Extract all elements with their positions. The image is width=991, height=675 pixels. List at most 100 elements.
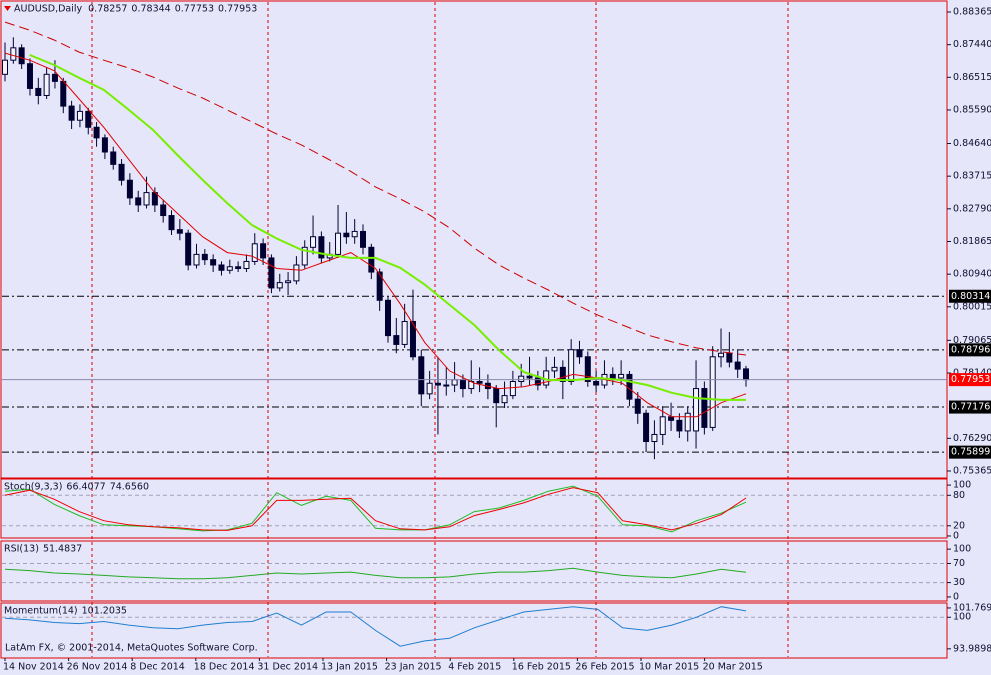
moving-average	[4, 52, 747, 418]
x-tick-label: 31 Dec 2014	[257, 662, 318, 673]
y-tick-label: 0.86515	[953, 72, 991, 83]
candle-body	[593, 380, 600, 386]
candle-body	[310, 236, 317, 248]
candle-body	[335, 232, 342, 255]
indicator-value: 101.2035	[82, 606, 127, 617]
candle-body	[43, 73, 50, 96]
candle-body	[401, 320, 408, 345]
candle-body	[276, 282, 283, 289]
candle-body	[693, 388, 700, 432]
candle-body	[160, 204, 167, 217]
candle-body	[476, 380, 483, 384]
chart-title: AUDUSD,Daily	[14, 4, 83, 15]
candle-body	[526, 375, 533, 379]
y-tick-label: 0.78140	[953, 368, 991, 379]
y-tick-label: 0.88365	[953, 6, 991, 17]
candle-body	[76, 110, 83, 121]
candle-body	[260, 243, 267, 259]
candle-body	[135, 197, 142, 206]
indicator-value: 74.6560	[110, 482, 149, 493]
x-tick-label: 23 Jan 2015	[385, 662, 442, 673]
candle-body	[2, 59, 8, 75]
ohlc-value: 0.78257	[88, 4, 127, 15]
candle-body	[110, 151, 117, 165]
candle-body	[243, 260, 250, 270]
y-tick-label: 0.75365	[953, 465, 991, 476]
candle-body	[360, 230, 367, 248]
candle-body	[493, 388, 500, 404]
level-label-box	[949, 400, 991, 414]
x-tick-label: 13 Jan 2015	[321, 662, 378, 673]
candle-body	[743, 368, 749, 381]
level-label-box	[949, 289, 991, 303]
candle-body	[60, 80, 67, 107]
candle-body	[668, 416, 675, 421]
candle-body	[434, 382, 441, 386]
copyright: LatAm FX, © 2001-2014, MetaQuotes Softwa…	[5, 643, 258, 654]
candle-body	[285, 280, 292, 284]
candle-body	[18, 47, 25, 65]
moving-average	[4, 21, 747, 356]
candle-body	[426, 382, 433, 395]
candle-body	[26, 63, 33, 89]
candle-body	[518, 375, 525, 382]
indicator-y-tick-label: 30	[953, 577, 965, 588]
candle-body	[93, 126, 100, 139]
candle-body	[718, 352, 725, 358]
x-tick-label: 4 Feb 2015	[448, 662, 501, 673]
candle-body	[368, 246, 375, 273]
candle-body	[451, 379, 458, 386]
candle-body	[318, 236, 325, 259]
candle-body	[143, 192, 150, 206]
indicator-y-tick-label: 80	[953, 490, 965, 501]
candle-body	[301, 246, 308, 266]
indicator-title: RSI(13)	[4, 544, 39, 555]
candle-body	[251, 243, 258, 262]
candle-body	[443, 384, 450, 387]
candle-body	[701, 388, 708, 428]
candle-body	[343, 232, 350, 238]
candle-body	[85, 110, 92, 128]
x-tick-label: 26 Nov 2014	[67, 662, 128, 673]
candle-body	[618, 373, 625, 379]
indicator-y-tick-label: 100	[953, 612, 971, 623]
candle-body	[293, 264, 300, 282]
candle-body	[126, 179, 133, 199]
candle-body	[551, 366, 558, 372]
title-marker	[4, 6, 11, 11]
ohlc-value: 0.77753	[175, 4, 214, 15]
candle-body	[568, 349, 575, 382]
moving-average	[29, 53, 746, 401]
candle-body	[734, 361, 741, 370]
candle-body	[709, 356, 716, 428]
indicator-y-tick-label: 0	[953, 530, 959, 541]
x-tick-label: 16 Feb 2015	[512, 662, 571, 673]
indicator-y-tick-label: 70	[953, 558, 965, 569]
x-tick-label: 26 Feb 2015	[575, 662, 634, 673]
candle-body	[210, 259, 217, 266]
candle-body	[459, 379, 466, 390]
candle-body	[351, 230, 358, 238]
candle-body	[643, 412, 650, 443]
level-label-box	[949, 343, 991, 357]
candle-body	[101, 137, 108, 153]
y-tick-label: 0.81865	[953, 236, 991, 247]
candle-body	[634, 398, 641, 414]
y-tick-label: 0.76290	[953, 433, 991, 444]
y-tick-label: 0.83715	[953, 171, 991, 182]
candle-body	[193, 253, 200, 266]
level-label: 0.77176	[951, 402, 990, 413]
candle-body	[584, 356, 591, 382]
indicator-y-tick-label: 20	[953, 520, 965, 531]
indicator-line	[4, 487, 747, 531]
candle-body	[418, 356, 425, 395]
candle-body	[168, 215, 175, 231]
bid-label: 0.77953	[951, 374, 990, 385]
level-label: 0.80314	[951, 291, 990, 302]
ohlc-value: 0.78344	[131, 4, 170, 15]
x-tick-label: 18 Dec 2014	[194, 662, 255, 673]
y-tick-label: 0.80015	[953, 301, 991, 312]
x-tick-label: 14 Nov 2014	[3, 662, 64, 673]
